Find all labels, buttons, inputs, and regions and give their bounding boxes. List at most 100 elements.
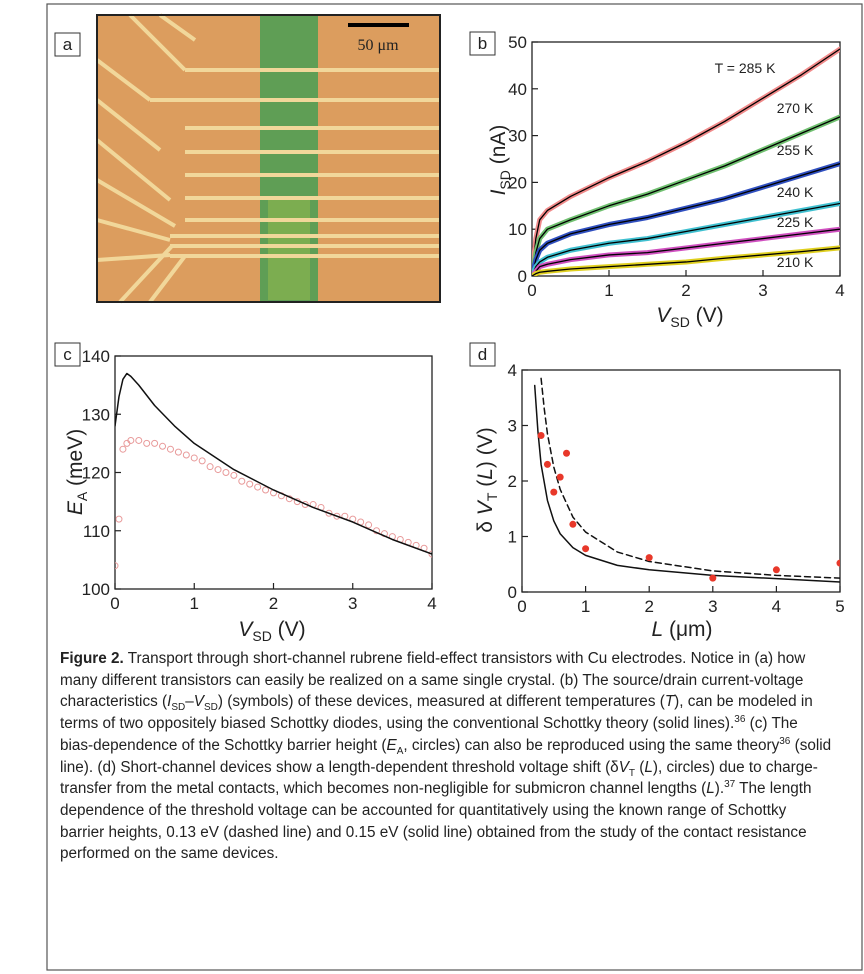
x-axis-label: L (μm) (651, 618, 712, 641)
x-tick-label: 1 (581, 597, 590, 616)
text-run: 36 (734, 714, 746, 726)
plot: 0 10 20 30 40 50 0 1 2 3 4 T = 285 K 270 K 255 K 240 K… (508, 33, 845, 300)
text-run: ), can be modeled in terms of two opposi… (60, 693, 813, 733)
x-tick-label: 4 (427, 594, 436, 613)
y-tick-label: 130 (82, 405, 110, 424)
data-line (540, 377, 840, 579)
data-point (428, 550, 432, 558)
x-tick-label: 2 (681, 281, 690, 300)
fit-line (532, 202, 840, 276)
panel-label: d (478, 345, 487, 364)
y-tick-label: 100 (82, 580, 110, 599)
data-point (159, 442, 167, 450)
data-point (537, 431, 545, 439)
y-tick-label: 2 (508, 472, 517, 491)
data-point (365, 521, 373, 529)
x-tick-label: 1 (604, 281, 613, 300)
text-run: L (474, 468, 497, 480)
panel-label-box (54, 32, 81, 57)
text-run: SD (203, 702, 218, 714)
y-tick-label: 120 (82, 464, 110, 483)
text-run: E (64, 500, 87, 515)
data-point (569, 520, 577, 528)
panel-label: c (63, 345, 72, 364)
plot: 0 1 2 3 4 0 1 2 3 4 5 (508, 361, 845, 616)
text-run: A (396, 745, 404, 757)
x-tick-label: 2 (644, 597, 653, 616)
series-label: 240 K (777, 184, 814, 200)
text-run: Transport through short-channel rubrene … (60, 650, 806, 711)
data-point (119, 445, 127, 453)
x-axis-label: VSD (V) (238, 618, 305, 644)
data-point (325, 509, 333, 517)
x-tick-label: 0 (110, 594, 119, 613)
fit-line (532, 247, 840, 276)
panel-label-box (54, 342, 81, 367)
y-tick-label: 140 (82, 347, 110, 366)
text-run: , circles) can also be reproduced using … (403, 736, 780, 754)
text-run: (solid line). (d) Short-channel devices … (60, 736, 832, 776)
text-run: Figure 2. (60, 650, 124, 667)
x-tick-label: 3 (708, 597, 717, 616)
text-run: ) (symbols) of these devices, measured a… (217, 693, 665, 711)
text-run: SD (670, 314, 689, 330)
plot-area (532, 46, 840, 276)
text-run: ), circles) due to charge-transfer from … (60, 758, 818, 798)
x-axis-label: VSD (V) (656, 304, 723, 330)
data-point (836, 559, 840, 567)
text-run: (V) (690, 304, 724, 327)
fit-line (532, 48, 840, 276)
figure-frame (46, 3, 863, 971)
panel-label: a (63, 35, 73, 54)
series-label: 225 K (777, 214, 814, 230)
y-tick-label: 20 (508, 173, 527, 192)
y-tick-label: 1 (508, 528, 517, 547)
text-run: E (386, 736, 397, 754)
text-run: L (651, 618, 663, 641)
data-point (543, 460, 551, 468)
data-point (190, 454, 198, 462)
text-run: 36 (779, 735, 791, 747)
text-run: V (618, 758, 629, 776)
data-point (246, 480, 254, 488)
series-label: 270 K (777, 100, 814, 116)
x-tick-label: 4 (835, 281, 844, 300)
y-axis-label: ISD (nA) (487, 125, 513, 196)
x-tick-label: 3 (348, 594, 357, 613)
data-point (151, 439, 159, 447)
text-run: L (644, 758, 653, 776)
series-label: T = 285 K (715, 60, 777, 76)
text-run: 37 (724, 779, 736, 791)
text-run: The length dependence of the threshold v… (60, 780, 812, 863)
x-tick-label: 3 (758, 281, 767, 300)
text-run: V (474, 499, 497, 515)
text-run: (meV) (64, 429, 87, 492)
y-tick-label: 4 (508, 361, 517, 380)
y-tick-label: 10 (508, 220, 527, 239)
data-point (556, 473, 564, 481)
series-label: 210 K (777, 254, 814, 270)
y-tick-label: 50 (508, 33, 527, 52)
text-run: ). (714, 780, 725, 798)
panel-label-box (469, 342, 496, 367)
text-run: ) (V) (474, 427, 497, 468)
y-tick-label: 0 (508, 583, 517, 602)
data-point (262, 486, 270, 494)
text-run: (c) The bias-dependence of the Schottky … (60, 715, 798, 754)
y-tick-label: 0 (518, 267, 527, 286)
x-tick-label: 2 (269, 594, 278, 613)
plot-frame (114, 355, 433, 590)
data-point (174, 448, 182, 456)
text-run: – (185, 693, 194, 711)
text-run: T (628, 767, 635, 779)
y-tick-label: 3 (508, 417, 517, 436)
plot-frame (521, 369, 841, 593)
data-point (550, 488, 558, 496)
x-tick-label: 4 (772, 597, 781, 616)
y-axis-label: δ VT (L) (V) (474, 427, 500, 532)
panel-label-box (469, 31, 496, 56)
data-line (532, 46, 840, 276)
text-run: I (167, 693, 172, 711)
text-run: V (656, 304, 672, 327)
